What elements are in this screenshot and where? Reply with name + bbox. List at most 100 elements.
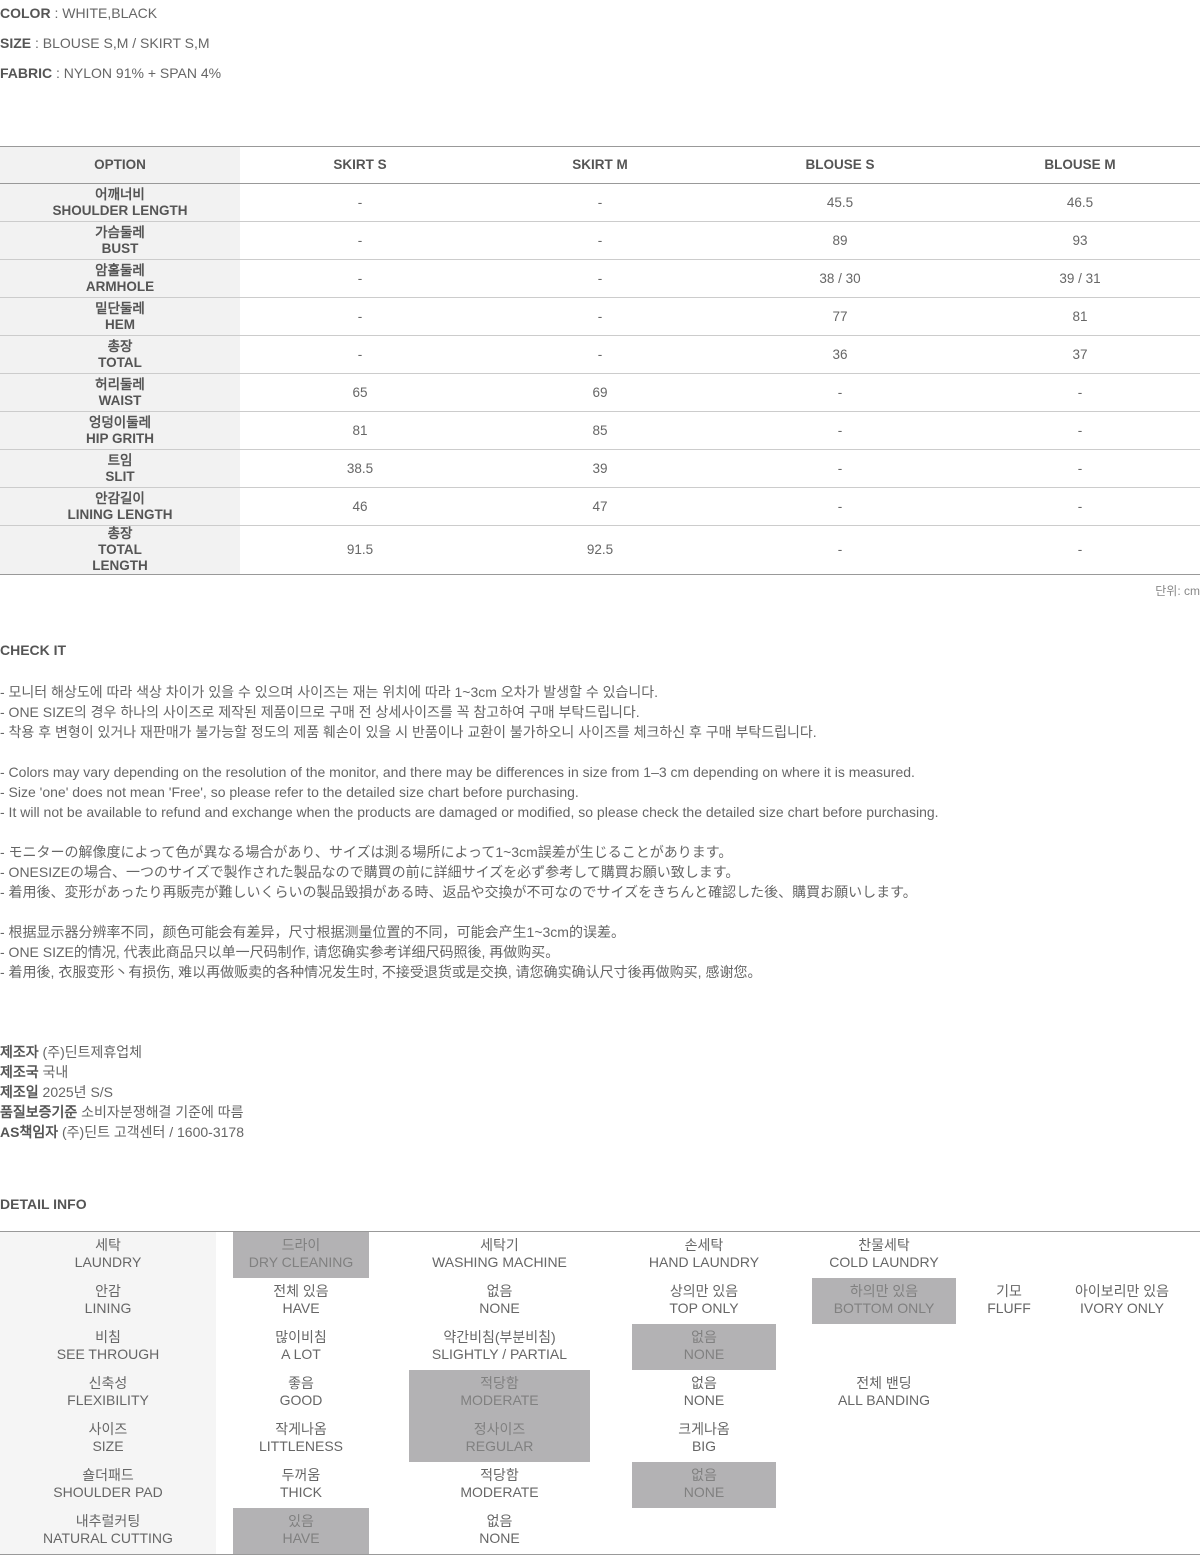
- table-cell: 81: [960, 297, 1200, 336]
- maker-label: 제조일: [0, 1084, 39, 1100]
- detail-row: 세탁 LAUNDRY 드라이 DRY CLEANING 세탁기 WASHING MACHI…: [0, 1232, 1200, 1278]
- note-line: - 根据显示器分辨率不同，颜色可能会有差异，尺寸根据测量位置的不同，可能会产生1…: [0, 924, 625, 940]
- row-label: 밑단둘레 HEM: [0, 297, 240, 336]
- detail-option-en: THICK: [280, 1484, 322, 1500]
- detail-option-ko: 크게나옴: [678, 1421, 730, 1437]
- detail-option-ko: 약간비침(부분비침): [443, 1329, 556, 1345]
- note-line: - 착용 후 변형이 있거나 재판매가 불가능할 정도의 제품 훼손이 있을 시…: [0, 724, 817, 740]
- detail-label: 신축성 FLEXIBILITY: [0, 1370, 216, 1416]
- table-row: 총장 TOTAL - -36 37: [0, 335, 1200, 374]
- label-en: WAIST: [98, 392, 142, 408]
- table-row: 엉덩이둘레 HIP GRITH 81 85- -: [0, 411, 1200, 450]
- maker-value: (주)딘트 고객센터 / 1600-3178: [58, 1124, 244, 1140]
- detail-label-en: SEE THROUGH: [56, 1346, 160, 1362]
- detail-option-en: ALL BANDING: [837, 1392, 931, 1408]
- table-cell: 46.5: [960, 183, 1200, 222]
- detail-option-selected-ko: 있음: [288, 1513, 314, 1529]
- table-cell: 92.5: [480, 525, 720, 575]
- detail-option: 아이보리만 있음 IVORY ONLY: [1060, 1278, 1184, 1324]
- table-row: 허리둘레 WAIST 65 69- -: [0, 373, 1200, 412]
- maker-label: 제조국: [0, 1064, 39, 1080]
- note-line: [0, 822, 939, 842]
- detail-option-en: NONE: [479, 1530, 520, 1546]
- detail-option-ko: 세탁기: [480, 1237, 519, 1253]
- detail-option-selected: 없음 NONE: [632, 1324, 776, 1370]
- note-line: - Size 'one' does not mean 'Free', so pl…: [0, 784, 579, 800]
- check-title: CHECK IT: [0, 642, 67, 658]
- table-cell: 69: [480, 373, 720, 412]
- detail-option-en: WASHING MACHINE: [432, 1254, 567, 1270]
- detail-label-ko: 신축성: [88, 1375, 128, 1391]
- detail-option: 전체 있음 HAVE: [233, 1278, 369, 1324]
- label-en: SHOULDER LENGTH: [52, 202, 188, 218]
- table-row: 어깨너비 SHOULDER LENGTH - -45.5 46.5: [0, 183, 1200, 222]
- detail-label-ko: 내추럴커팅: [75, 1513, 141, 1529]
- detail-label: 비침 SEE THROUGH: [0, 1324, 216, 1370]
- maker-label: 제조자: [0, 1044, 39, 1060]
- label-ko: 총장: [107, 526, 133, 541]
- detail-option-en: NONE: [683, 1392, 725, 1408]
- detail-option-selected-en: DRY CLEANING: [248, 1254, 354, 1270]
- detail-option: 찬물세탁 COLD LAUNDRY: [812, 1232, 956, 1278]
- table-cell: 77: [720, 297, 960, 336]
- detail-option: 두꺼움 THICK: [233, 1462, 369, 1508]
- detail-option: 약간비침(부분비침) SLIGHTLY / PARTIAL: [409, 1324, 590, 1370]
- detail-label-ko: 사이즈: [88, 1421, 128, 1437]
- maker-label: 품질보증기준: [0, 1104, 78, 1120]
- table-row: 안감길이 LINING LENGTH 46 47- -: [0, 487, 1200, 526]
- detail-option-selected-en: NONE: [683, 1484, 725, 1500]
- detail-row: 안감 LINING 전체 있음 HAVE 없음 NONE 상의만 있음 TOP ONLY 하의만…: [0, 1278, 1200, 1324]
- table-cell: 36: [720, 335, 960, 374]
- detail-option: 작게나옴 LITTLENESS: [233, 1416, 369, 1462]
- detail-option-en: NONE: [479, 1300, 520, 1316]
- label-en: LINING LENGTH: [67, 506, 173, 522]
- label-ko: 안감길이: [95, 490, 145, 506]
- table-cell: 85: [480, 411, 720, 450]
- size-table: OPTION SKIRT S SKIRT M BLOUSE S BLOUSE M 어깨너…: [0, 146, 1200, 575]
- table-cell: -: [480, 183, 720, 222]
- maker-label: AS책임자: [0, 1124, 59, 1140]
- table-cell: 38.5: [240, 449, 480, 488]
- column-header: BLOUSE M: [960, 146, 1200, 184]
- label-en: BUST: [101, 240, 139, 256]
- detail-option: 손세탁 HAND LAUNDRY: [632, 1232, 776, 1278]
- manufacturer-info: 제조자 (주)딘트제휴업체 제조국 국내 제조일 2025년 S/S 품질보증기준 소…: [0, 1042, 244, 1142]
- detail-option: 많이비침 A LOT: [233, 1324, 369, 1370]
- table-cell: 93: [960, 221, 1200, 260]
- detail-option-ko: 손세탁: [684, 1237, 724, 1253]
- detail-option-ko: 기모: [996, 1283, 1022, 1299]
- note-line: [0, 742, 939, 762]
- detail-label-en: NATURAL CUTTING: [43, 1530, 173, 1546]
- row-label: 안감길이 LINING LENGTH: [0, 487, 240, 526]
- detail-label-en: FLEXIBILITY: [67, 1392, 149, 1408]
- table-cell: -: [720, 411, 960, 450]
- maker-row: 제조일 2025년 S/S: [0, 1082, 244, 1102]
- table-cell: 46: [240, 487, 480, 526]
- detail-option-ko: 없음: [486, 1513, 513, 1529]
- detail-option-ko: 없음: [691, 1375, 717, 1391]
- row-label: 암홀둘레 ARMHOLE: [0, 259, 240, 298]
- table-cell: 37: [960, 335, 1200, 374]
- label-ko: 밑단둘레: [95, 300, 145, 316]
- detail-row: 숄더패드 SHOULDER PAD 두꺼움 THICK 적당함 MODERATE 없음 NON…: [0, 1462, 1200, 1508]
- detail-option-ko: 전체 있음: [273, 1283, 329, 1299]
- detail-option-en: MODERATE: [460, 1484, 539, 1500]
- detail-option-selected-en: BOTTOM ONLY: [833, 1300, 935, 1316]
- detail-option-selected-en: MODERATE: [460, 1392, 539, 1408]
- table-cell: -: [240, 335, 480, 374]
- label-en: TOTAL: [98, 542, 142, 557]
- label-ko: 엉덩이둘레: [88, 414, 152, 430]
- note-line: - 着用後、変形があったり再販売が難しいくらいの製品毀損がある時、返品や交換が不…: [0, 884, 917, 900]
- table-cell: -: [480, 259, 720, 298]
- spec-color: COLOR : WHITE,BLACK: [0, 5, 158, 21]
- detail-option: 적당함 MODERATE: [409, 1462, 590, 1508]
- detail-option-en: IVORY ONLY: [1079, 1300, 1165, 1316]
- detail-option-en: COLD LAUNDRY: [829, 1254, 939, 1270]
- detail-info-table: 세탁 LAUNDRY 드라이 DRY CLEANING 세탁기 WASHING MACHI…: [0, 1231, 1200, 1555]
- column-header: SKIRT M: [480, 146, 720, 184]
- detail-option-selected: 적당함 MODERATE: [409, 1370, 590, 1416]
- label-ko: 암홀둘레: [95, 262, 145, 278]
- label-ko: 어깨너비: [95, 186, 145, 202]
- detail-option-en: GOOD: [279, 1392, 323, 1408]
- detail-option-en: HAVE: [282, 1300, 320, 1316]
